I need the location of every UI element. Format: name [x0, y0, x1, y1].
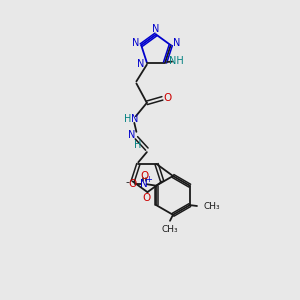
- Text: N: N: [140, 179, 148, 189]
- Text: O: O: [128, 179, 136, 189]
- Text: CH₃: CH₃: [161, 225, 178, 234]
- Text: H: H: [124, 114, 132, 124]
- Text: O: O: [164, 93, 172, 103]
- Text: O: O: [143, 193, 151, 203]
- Text: N: N: [132, 38, 139, 48]
- Text: N: N: [131, 114, 139, 124]
- Text: N: N: [137, 59, 145, 69]
- Text: N: N: [152, 24, 160, 34]
- Text: N: N: [128, 130, 136, 140]
- Text: NH: NH: [169, 56, 184, 66]
- Text: +: +: [145, 175, 152, 184]
- Text: O: O: [140, 171, 148, 181]
- Text: CH₃: CH₃: [204, 202, 220, 211]
- Text: N: N: [173, 38, 180, 48]
- Text: -: -: [125, 177, 129, 187]
- Text: H: H: [134, 140, 142, 150]
